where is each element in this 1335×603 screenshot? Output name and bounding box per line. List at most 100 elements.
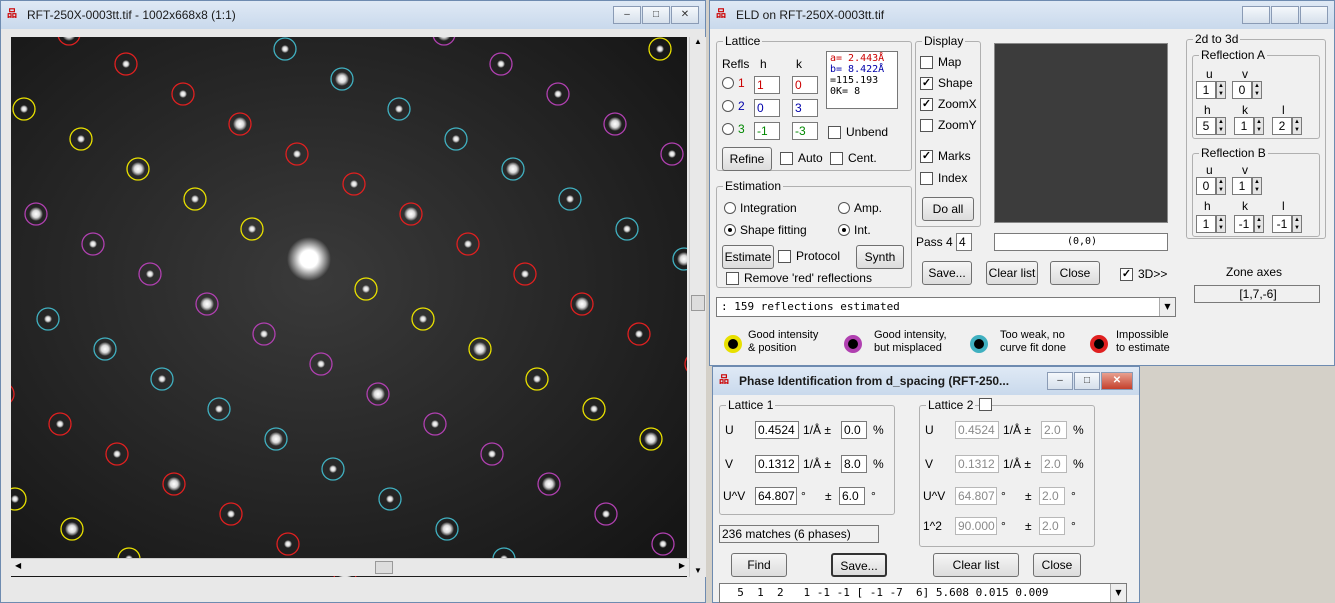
spinner-arrows-icon[interactable]: ▲ ▼ bbox=[1292, 117, 1302, 135]
map-checkbox[interactable]: Map bbox=[920, 55, 961, 69]
l1-v-tol[interactable]: 8.0 bbox=[841, 455, 867, 473]
l2-uv-tol[interactable]: 2.0 bbox=[1039, 487, 1065, 505]
index-checkbox[interactable]: Index bbox=[920, 171, 967, 185]
refl-3-k[interactable]: -3 bbox=[792, 122, 818, 140]
vertical-scrollbar[interactable]: ▲ ▼ bbox=[689, 37, 706, 577]
spinner-value[interactable]: 1 bbox=[1196, 81, 1216, 99]
spinner-arrows-icon[interactable]: ▲ ▼ bbox=[1216, 81, 1226, 99]
spinner-arrows-icon[interactable]: ▲ ▼ bbox=[1216, 117, 1226, 135]
a-u-spinner[interactable]: 1 ▲ ▼ bbox=[1196, 81, 1226, 99]
eld-window-titlebar[interactable]: 品 ELD on RFT-250X-0003tt.tif bbox=[710, 1, 1334, 29]
close-button[interactable]: ✕ bbox=[671, 6, 699, 24]
scroll-left-icon[interactable]: ◀ bbox=[15, 561, 22, 570]
int-radio[interactable]: Int. bbox=[838, 223, 871, 237]
shape-checkbox[interactable]: ✓ Shape bbox=[920, 76, 973, 90]
maximize-button[interactable]: □ bbox=[642, 6, 670, 24]
3d-checkbox[interactable]: ✓ 3D>> bbox=[1120, 267, 1167, 281]
l1-uv-tol[interactable]: 6.0 bbox=[839, 487, 865, 505]
diffraction-image[interactable] bbox=[11, 37, 687, 577]
dropdown-icon[interactable]: ▼ bbox=[1159, 298, 1175, 316]
do-all-button[interactable]: Do all bbox=[922, 197, 974, 221]
zoomy-checkbox[interactable]: ZoomY bbox=[920, 118, 977, 132]
maximize-button[interactable] bbox=[1271, 6, 1299, 24]
spinner-value[interactable]: 0 bbox=[1232, 81, 1252, 99]
l1-u-input[interactable]: 0.4524 bbox=[755, 421, 799, 439]
l2-v-input[interactable]: 0.1312 bbox=[955, 455, 999, 473]
spinner-arrows-icon[interactable]: ▲ ▼ bbox=[1216, 177, 1226, 195]
lattice2-checkbox[interactable] bbox=[979, 398, 997, 411]
eld-save-button[interactable]: Save... bbox=[922, 261, 972, 285]
l2-u-tol[interactable]: 2.0 bbox=[1041, 421, 1067, 439]
l2-angle-tol[interactable]: 2.0 bbox=[1039, 517, 1065, 535]
spinner-arrows-icon[interactable]: ▲ ▼ bbox=[1254, 215, 1264, 233]
unbend-checkbox[interactable]: Unbend bbox=[828, 125, 888, 139]
b-v-spinner[interactable]: 1 ▲ ▼ bbox=[1232, 177, 1262, 195]
synth-button[interactable]: Synth bbox=[856, 245, 904, 269]
refl-1-h[interactable]: 1 bbox=[754, 76, 780, 94]
spinner-arrows-icon[interactable]: ▲ ▼ bbox=[1252, 81, 1262, 99]
refl-2-h[interactable]: 0 bbox=[754, 99, 780, 117]
scroll-thumb[interactable] bbox=[691, 295, 705, 311]
l1-v-input[interactable]: 0.1312 bbox=[755, 455, 799, 473]
a-h-spinner[interactable]: 5 ▲ ▼ bbox=[1196, 117, 1226, 135]
spinner-arrows-icon[interactable]: ▲ ▼ bbox=[1292, 215, 1302, 233]
l2-u-input[interactable]: 0.4524 bbox=[955, 421, 999, 439]
spinner-value[interactable]: 1 bbox=[1196, 215, 1216, 233]
refl-radio-1[interactable]: 1 bbox=[722, 76, 745, 90]
shape-fitting-radio[interactable]: Shape fitting bbox=[724, 223, 807, 237]
refl-radio-2[interactable]: 2 bbox=[722, 99, 745, 113]
auto-checkbox[interactable]: Auto bbox=[780, 151, 823, 165]
pass-input[interactable]: 4 bbox=[956, 233, 972, 251]
refl-2-k[interactable]: 3 bbox=[792, 99, 818, 117]
l2-angle-input[interactable]: 90.000 bbox=[955, 517, 997, 535]
close-button[interactable] bbox=[1300, 6, 1328, 24]
phase-window-titlebar[interactable]: 品 Phase Identification from d_spacing (R… bbox=[713, 367, 1139, 395]
scroll-down-icon[interactable]: ▼ bbox=[694, 566, 702, 575]
spinner-value[interactable]: 1 bbox=[1234, 117, 1254, 135]
a-v-spinner[interactable]: 0 ▲ ▼ bbox=[1232, 81, 1262, 99]
spinner-value[interactable]: -1 bbox=[1234, 215, 1254, 233]
refl-radio-3[interactable]: 3 bbox=[722, 122, 745, 136]
a-k-spinner[interactable]: 1 ▲ ▼ bbox=[1234, 117, 1264, 135]
hscroll-thumb[interactable] bbox=[375, 561, 393, 574]
b-u-spinner[interactable]: 0 ▲ ▼ bbox=[1196, 177, 1226, 195]
b-l-spinner[interactable]: -1 ▲ ▼ bbox=[1272, 215, 1302, 233]
maximize-button[interactable]: □ bbox=[1074, 372, 1100, 390]
close-button[interactable]: ✕ bbox=[1101, 372, 1133, 390]
dropdown-icon[interactable]: ▼ bbox=[1110, 584, 1126, 602]
minimize-button[interactable]: – bbox=[1047, 372, 1073, 390]
phase-save-button[interactable]: Save... bbox=[831, 553, 887, 577]
find-button[interactable]: Find bbox=[731, 553, 787, 577]
spinner-value[interactable]: 2 bbox=[1272, 117, 1292, 135]
status-combo[interactable]: : 159 reflections estimated ▼ bbox=[716, 297, 1176, 317]
a-l-spinner[interactable]: 2 ▲ ▼ bbox=[1272, 117, 1302, 135]
spinner-value[interactable]: 0 bbox=[1196, 177, 1216, 195]
protocol-checkbox[interactable]: Protocol bbox=[778, 249, 840, 263]
zoomx-checkbox[interactable]: ✓ ZoomX bbox=[920, 97, 977, 111]
scroll-right-icon[interactable]: ▶ bbox=[678, 561, 685, 570]
l2-uv-input[interactable]: 64.807 bbox=[955, 487, 997, 505]
l1-u-tol[interactable]: 0.0 bbox=[841, 421, 867, 439]
l2-v-tol[interactable]: 2.0 bbox=[1041, 455, 1067, 473]
l1-uv-input[interactable]: 64.807 bbox=[755, 487, 797, 505]
refine-button[interactable]: Refine bbox=[722, 147, 772, 171]
refl-1-k[interactable]: 0 bbox=[792, 76, 818, 94]
b-k-spinner[interactable]: -1 ▲ ▼ bbox=[1234, 215, 1264, 233]
result-combo[interactable]: 5 1 2 1 -1 -1 [ -1 -7 6] 5.608 0.015 0.0… bbox=[719, 583, 1127, 603]
integration-radio[interactable]: Integration bbox=[724, 201, 797, 215]
minimize-button[interactable]: – bbox=[613, 6, 641, 24]
refl-3-h[interactable]: -1 bbox=[754, 122, 780, 140]
eld-clear-list-button[interactable]: Clear list bbox=[986, 261, 1038, 285]
b-h-spinner[interactable]: 1 ▲ ▼ bbox=[1196, 215, 1226, 233]
phase-clear-list-button[interactable]: Clear list bbox=[933, 553, 1019, 577]
remove-red-checkbox[interactable]: Remove 'red' reflections bbox=[726, 271, 872, 285]
spinner-arrows-icon[interactable]: ▲ ▼ bbox=[1252, 177, 1262, 195]
scroll-up-icon[interactable]: ▲ bbox=[694, 37, 702, 46]
spinner-value[interactable]: -1 bbox=[1272, 215, 1292, 233]
phase-close-button[interactable]: Close bbox=[1033, 553, 1081, 577]
spinner-value[interactable]: 1 bbox=[1232, 177, 1252, 195]
spinner-arrows-icon[interactable]: ▲ ▼ bbox=[1216, 215, 1226, 233]
spinner-value[interactable]: 5 bbox=[1196, 117, 1216, 135]
marks-checkbox[interactable]: ✓ Marks bbox=[920, 149, 971, 163]
minimize-button[interactable] bbox=[1242, 6, 1270, 24]
